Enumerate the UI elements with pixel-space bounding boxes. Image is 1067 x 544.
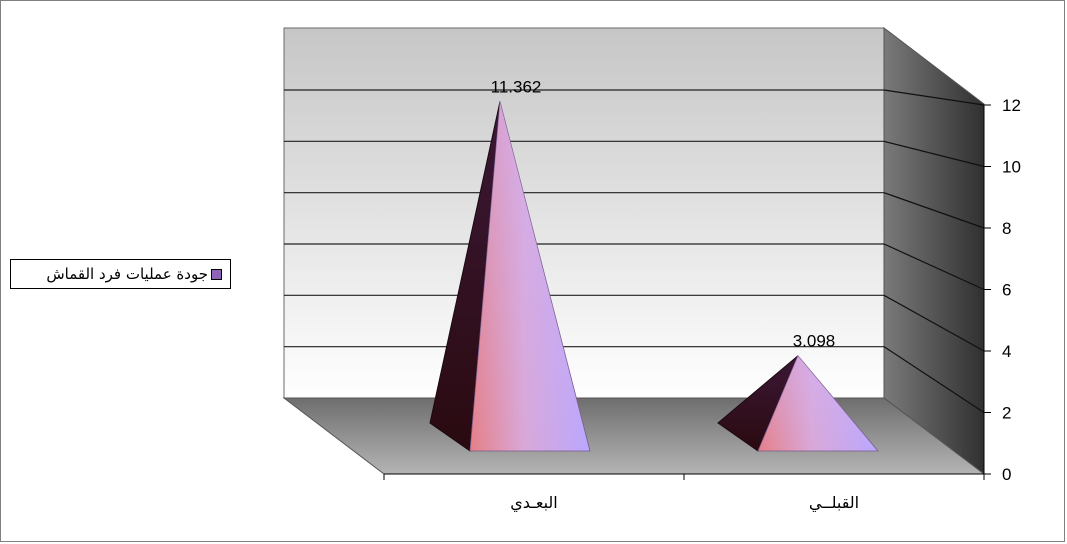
chart-walls [282, 26, 986, 476]
gridline-side [883, 140, 985, 168]
x-axis: البعـدي القبلــي [383, 473, 985, 513]
data-label: 3.098 [793, 332, 836, 351]
gridline-side [883, 89, 985, 106]
pyramid-face-highlight [470, 101, 590, 452]
y-tick-label: 0 [1002, 465, 1011, 484]
pyramid-face-highlight [758, 355, 878, 451]
y-tick-label: 4 [1002, 342, 1011, 361]
y-tick-label: 12 [1002, 96, 1021, 115]
y-axis: 0 2 4 6 8 10 12 [983, 96, 1021, 484]
y-tick-label: 2 [1002, 404, 1011, 423]
legend: جودة عمليات فرد القماش [10, 259, 231, 289]
gridline-side [883, 192, 985, 229]
series-marks [429, 101, 879, 452]
pyramid-bar [429, 101, 591, 452]
data-labels: 11.362 3.098 [491, 77, 836, 350]
gridlines [284, 89, 985, 414]
y-tick-label: 10 [1002, 158, 1021, 177]
gridline-side [883, 294, 985, 352]
y-tick-label: 6 [1002, 281, 1011, 300]
pyramid-bar [717, 354, 879, 452]
gridline-side [883, 346, 985, 414]
data-label: 11.362 [491, 77, 542, 96]
floor [282, 397, 986, 475]
x-category-label: القبلــي [809, 493, 859, 513]
y-tick-label: 8 [1002, 219, 1011, 238]
legend-swatch [211, 268, 222, 280]
x-category-label: البعـدي [510, 493, 557, 513]
gridline-side [883, 243, 985, 291]
legend-entry-label: جودة عمليات فرد القماش [46, 265, 208, 283]
